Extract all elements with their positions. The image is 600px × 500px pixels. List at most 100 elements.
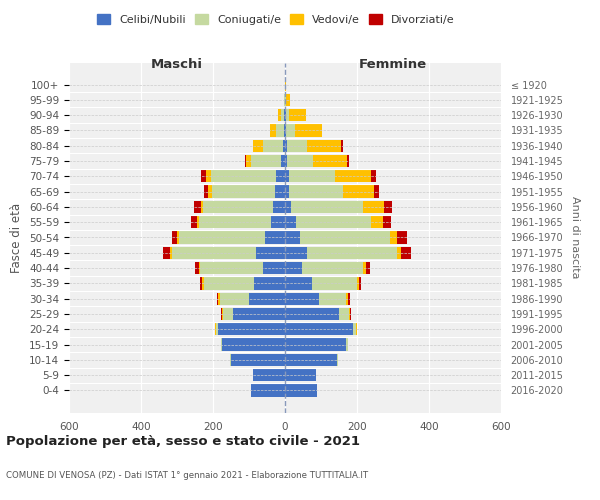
Bar [170, 246, 172, 259]
Bar [285, 216, 296, 228]
Bar [286, 124, 295, 136]
Bar [220, 292, 249, 305]
Bar [312, 278, 357, 289]
Bar [357, 278, 359, 289]
Bar [284, 94, 285, 106]
Bar [211, 170, 276, 182]
Bar [215, 323, 218, 336]
Bar [348, 292, 350, 305]
Bar [269, 124, 276, 136]
Bar [222, 338, 285, 350]
Bar [222, 308, 223, 320]
Bar [199, 216, 271, 228]
Bar [206, 170, 211, 182]
Bar [390, 232, 397, 243]
Bar [208, 186, 212, 198]
Bar [195, 262, 199, 274]
Bar [172, 246, 256, 259]
Bar [200, 278, 202, 289]
Bar [397, 232, 407, 243]
Bar [397, 246, 401, 259]
Bar [223, 308, 233, 320]
Bar [285, 354, 337, 366]
Bar [253, 369, 285, 382]
Bar [364, 201, 385, 213]
Bar [281, 109, 284, 121]
Bar [191, 216, 197, 228]
Bar [273, 201, 285, 213]
Bar [263, 140, 283, 152]
Bar [265, 232, 285, 243]
Bar [286, 109, 289, 121]
Bar [276, 170, 285, 182]
Bar [204, 186, 208, 198]
Bar [335, 170, 371, 182]
Bar [385, 201, 392, 213]
Bar [212, 186, 275, 198]
Bar [374, 186, 379, 198]
Bar [231, 354, 285, 366]
Bar [285, 78, 286, 90]
Bar [201, 201, 203, 213]
Bar [365, 262, 370, 274]
Bar [245, 155, 247, 167]
Bar [203, 201, 273, 213]
Bar [307, 246, 397, 259]
Bar [341, 140, 343, 152]
Bar [287, 155, 313, 167]
Bar [313, 155, 347, 167]
Bar [285, 369, 316, 382]
Bar [285, 170, 289, 182]
Bar [285, 140, 287, 152]
Bar [218, 323, 285, 336]
Bar [263, 262, 285, 274]
Bar [275, 186, 285, 198]
Y-axis label: Anni di nascita: Anni di nascita [570, 196, 580, 278]
Bar [163, 246, 170, 259]
Bar [307, 140, 341, 152]
Bar [276, 124, 284, 136]
Bar [319, 292, 346, 305]
Bar [364, 262, 365, 274]
Bar [285, 292, 319, 305]
Text: Femmine: Femmine [359, 58, 427, 71]
Bar [285, 109, 286, 121]
Bar [300, 232, 390, 243]
Bar [202, 170, 206, 182]
Bar [339, 308, 349, 320]
Bar [347, 155, 349, 167]
Bar [285, 246, 307, 259]
Bar [353, 323, 356, 336]
Bar [204, 278, 254, 289]
Bar [289, 186, 343, 198]
Text: Popolazione per età, sesso e stato civile - 2021: Popolazione per età, sesso e stato civil… [6, 435, 360, 448]
Bar [249, 292, 285, 305]
Bar [383, 216, 391, 228]
Bar [217, 292, 218, 305]
Bar [256, 246, 285, 259]
Bar [271, 216, 285, 228]
Bar [346, 292, 348, 305]
Bar [285, 232, 300, 243]
Bar [197, 216, 199, 228]
Text: Maschi: Maschi [151, 58, 203, 71]
Bar [343, 186, 374, 198]
Bar [289, 170, 335, 182]
Bar [199, 262, 200, 274]
Bar [285, 338, 346, 350]
Bar [278, 109, 281, 121]
Bar [172, 232, 177, 243]
Bar [177, 232, 179, 243]
Bar [254, 278, 285, 289]
Bar [283, 140, 285, 152]
Bar [337, 354, 338, 366]
Bar [251, 155, 281, 167]
Bar [221, 338, 222, 350]
Bar [247, 155, 251, 167]
Bar [286, 94, 290, 106]
Bar [200, 262, 263, 274]
Bar [346, 338, 347, 350]
Bar [359, 278, 361, 289]
Bar [202, 278, 204, 289]
Bar [285, 155, 287, 167]
